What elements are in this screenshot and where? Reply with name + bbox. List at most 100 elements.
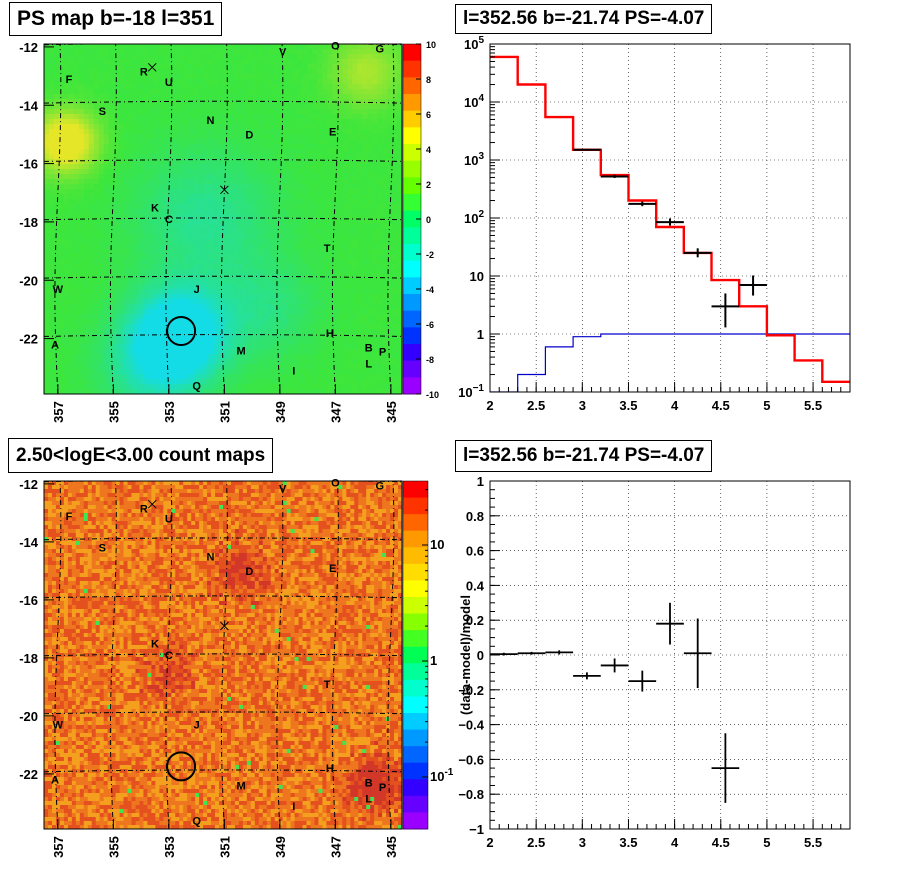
heat-cell	[203, 259, 209, 265]
heat-cell	[128, 289, 134, 295]
heat-cell	[387, 234, 393, 240]
heat-cell	[73, 179, 80, 185]
heat-cell	[68, 194, 75, 200]
heat-cell	[113, 209, 119, 215]
heat-cell	[332, 209, 338, 215]
heat-cell	[98, 159, 105, 165]
heat-cell	[287, 254, 294, 260]
heat-cell	[267, 239, 274, 245]
heat-cell	[73, 119, 80, 125]
heat-cell	[208, 379, 214, 385]
heat-cell	[302, 119, 308, 125]
heat-cell	[352, 134, 358, 140]
heat-cell	[362, 129, 368, 135]
heat-cell	[262, 214, 269, 220]
heat-cell	[153, 44, 159, 50]
heat-cell	[123, 369, 129, 375]
heat-cell	[108, 309, 115, 315]
heat-cell	[188, 64, 194, 70]
heat-cell	[198, 59, 204, 65]
heat-cell	[347, 94, 353, 100]
heat-cell	[198, 144, 204, 150]
heat-cell	[387, 294, 393, 300]
heat-cell	[63, 139, 70, 145]
heat-cell	[302, 184, 308, 190]
heat-cell	[73, 54, 80, 60]
heat-cell	[153, 279, 159, 285]
heat-cell	[322, 324, 328, 330]
heat-cell	[158, 184, 164, 190]
heat-cell	[113, 279, 119, 285]
heat-cell	[252, 284, 259, 290]
heat-cell	[307, 204, 313, 210]
heat-cell	[242, 94, 249, 100]
heat-cell	[277, 49, 284, 55]
heat-cell	[83, 339, 90, 345]
heat-cell	[158, 154, 164, 160]
heat-cell	[143, 319, 149, 325]
heat-cell	[377, 64, 383, 70]
heat-cell	[322, 94, 328, 100]
heat-cell	[93, 329, 100, 335]
heat-cell	[163, 94, 169, 100]
heat-cell	[282, 249, 289, 255]
heat-cell	[317, 379, 323, 385]
heat-cell	[188, 204, 194, 210]
heat-cell	[183, 259, 189, 265]
heat-cell	[193, 184, 199, 190]
heat-cell	[118, 149, 124, 155]
heat-cell	[277, 69, 284, 75]
heat-cell	[153, 374, 159, 380]
heat-cell	[277, 344, 284, 350]
heat-cell	[277, 269, 284, 275]
heat-cell	[337, 179, 343, 185]
heat-cell	[362, 89, 368, 95]
heat-cell	[158, 44, 164, 50]
heat-cell	[297, 144, 303, 150]
heat-cell	[287, 384, 294, 390]
heat-cell	[98, 374, 105, 380]
heat-cell	[352, 159, 358, 165]
heat-cell	[223, 339, 229, 345]
heat-cell	[277, 54, 284, 60]
heat-cell	[272, 364, 279, 370]
heat-cell	[68, 94, 75, 100]
heat-cell	[168, 174, 174, 180]
heat-cell	[367, 259, 373, 265]
heat-cell	[312, 164, 318, 170]
heat-cell	[98, 344, 105, 350]
heat-cell	[58, 94, 65, 100]
heat-cell	[133, 194, 139, 200]
heat-cell	[297, 74, 303, 80]
heat-cell	[173, 114, 179, 120]
heat-cell	[287, 279, 294, 285]
heat-cell	[138, 124, 144, 130]
heat-cell	[317, 119, 323, 125]
heat-cell	[198, 269, 204, 275]
heat-cell	[118, 169, 124, 175]
heat-cell	[83, 234, 90, 240]
heat-cell	[382, 344, 388, 350]
heat-cell	[287, 314, 294, 320]
heat-cell	[292, 189, 298, 195]
heat-cell	[168, 159, 174, 165]
heat-cell	[143, 374, 149, 380]
heat-cell	[78, 129, 85, 135]
heat-cell	[292, 74, 298, 80]
heat-cell	[377, 384, 383, 390]
heat-cell	[143, 179, 149, 185]
heat-cell	[203, 284, 209, 290]
heat-cell	[262, 329, 269, 335]
heat-cell	[267, 214, 274, 220]
heat-cell	[372, 369, 378, 375]
heat-cell	[387, 129, 393, 135]
heat-cell	[367, 159, 373, 165]
heat-cell	[168, 69, 174, 75]
heat-cell	[173, 139, 179, 145]
heat-cell	[208, 69, 214, 75]
heat-cell	[153, 59, 159, 65]
heat-cell	[218, 134, 224, 140]
heat-cell	[317, 59, 323, 65]
heat-cell	[227, 84, 234, 90]
heat-cell	[327, 144, 333, 150]
